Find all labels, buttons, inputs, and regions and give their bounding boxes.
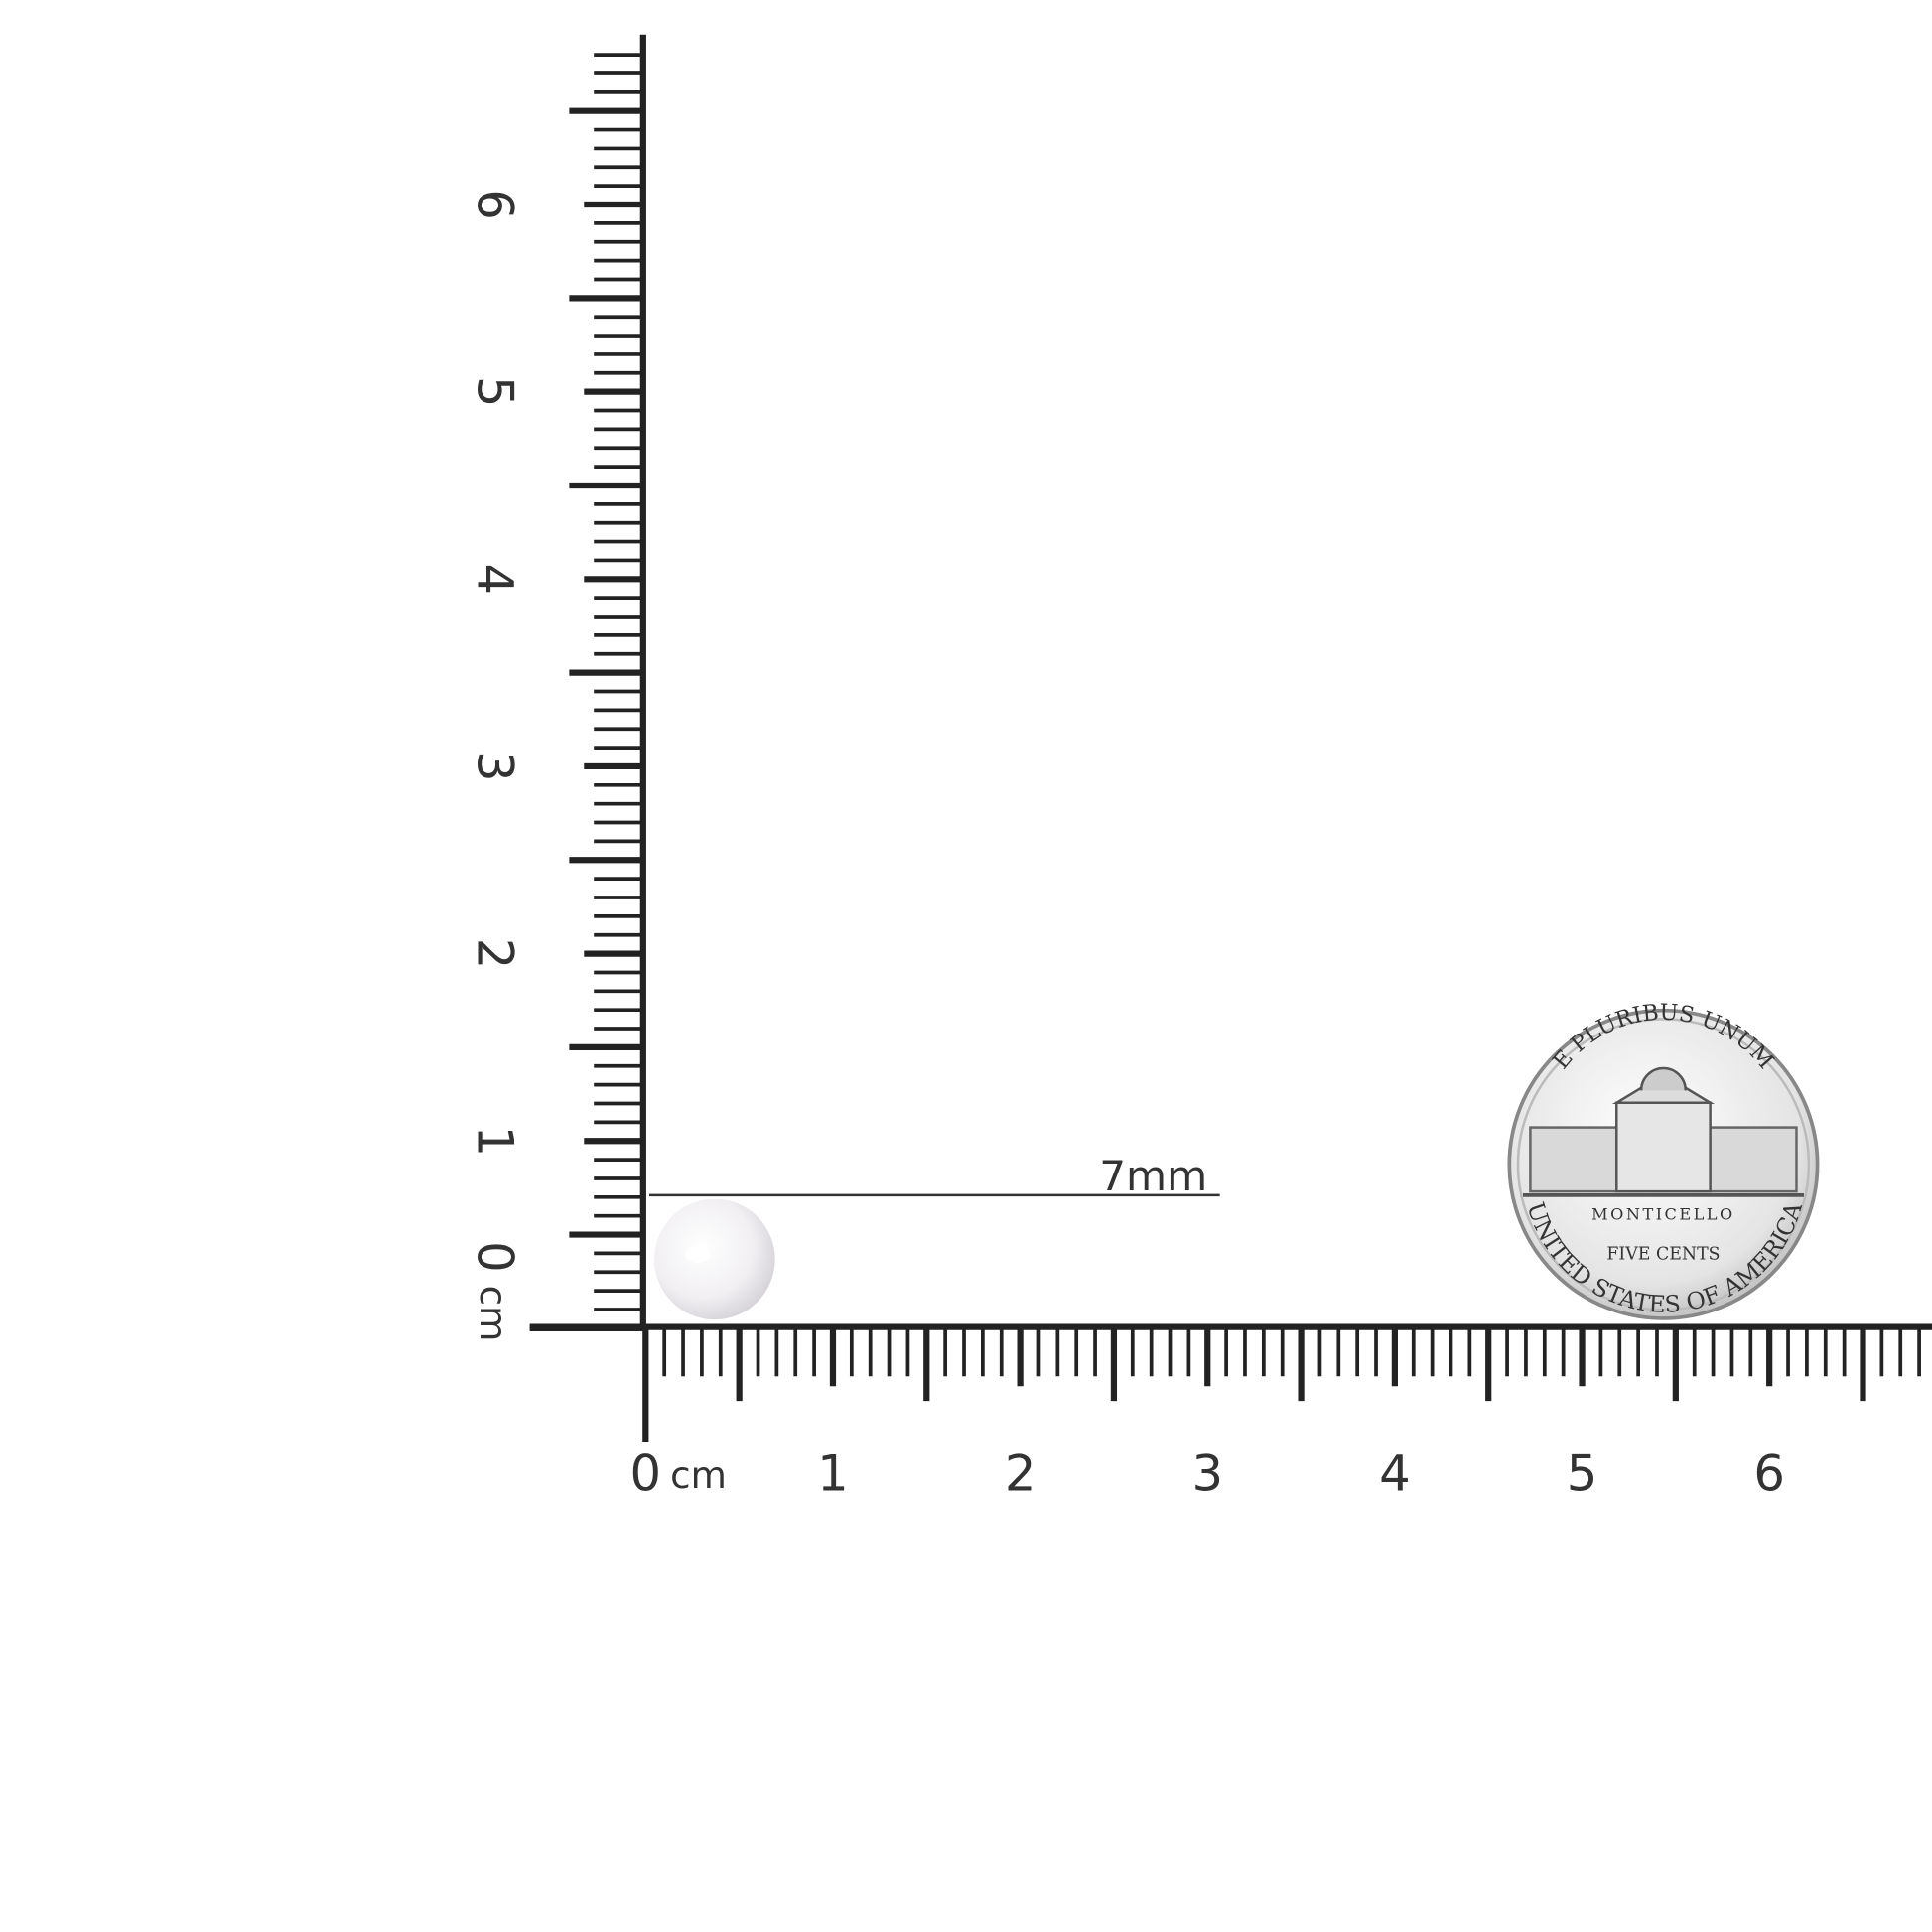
ruler-label: 2 <box>1005 1446 1036 1503</box>
pearl <box>654 1198 775 1320</box>
size-label: 7mm <box>1099 1152 1207 1200</box>
pearl-highlight <box>685 1245 710 1264</box>
ruler-label: 4 <box>1379 1446 1411 1503</box>
ruler-label: 5 <box>467 376 524 408</box>
coin-building: MONTICELLO <box>1591 1205 1735 1224</box>
ruler-label: 3 <box>1191 1446 1223 1503</box>
horizontal-ruler: 0 cm 1 2 3 4 5 6 <box>529 1323 1932 1503</box>
ruler-label: 5 <box>1567 1446 1598 1503</box>
ruler-label: 3 <box>467 751 524 782</box>
coin: E PLURIBUS UNUM MONTICELLO FIVE CENTS UN… <box>1507 1000 1820 1320</box>
ruler-unit: cm <box>472 1286 515 1342</box>
ruler-label: 6 <box>467 189 524 220</box>
ruler-label: 2 <box>467 938 524 970</box>
ruler-label: 6 <box>1753 1446 1785 1503</box>
ruler-label: 4 <box>467 564 524 596</box>
ruler-label: 0 <box>630 1446 662 1503</box>
ruler-unit: cm <box>670 1453 727 1497</box>
vertical-ruler: 0 cm 1 2 3 4 5 6 <box>467 34 646 1342</box>
coin-denomination: FIVE CENTS <box>1606 1244 1720 1264</box>
ruler-label: 1 <box>467 1125 524 1157</box>
ruler-label: 1 <box>817 1446 849 1503</box>
ruler-label: 0 <box>467 1241 524 1273</box>
